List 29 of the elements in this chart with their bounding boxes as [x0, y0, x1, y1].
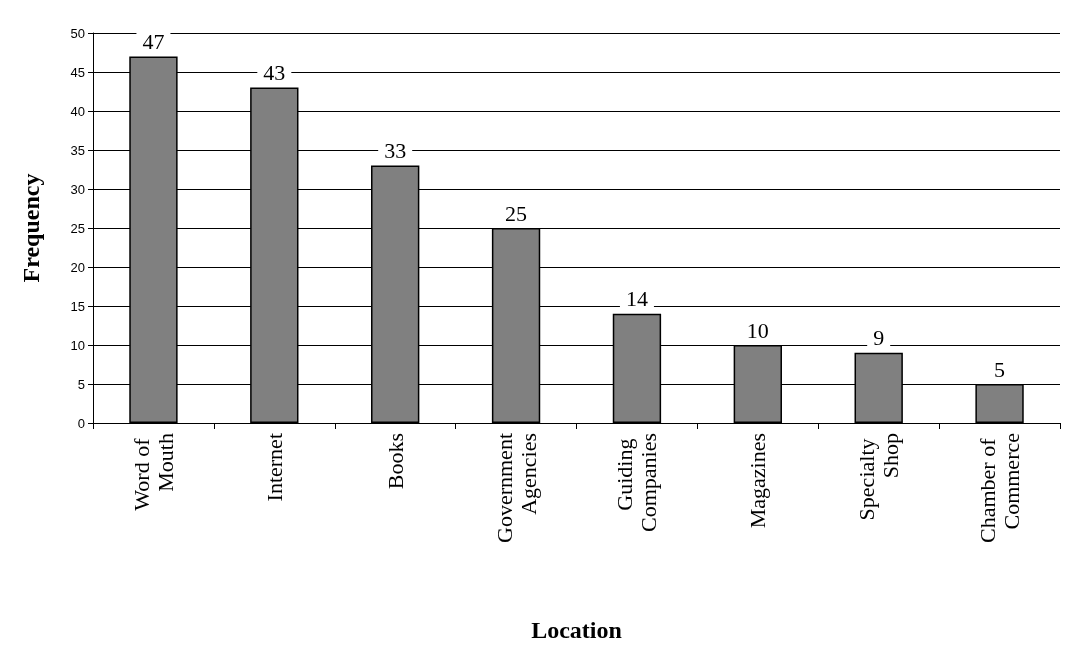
x-tick-label: Word of Mouth: [128, 433, 178, 511]
x-tick-label: Guiding Companies: [612, 433, 662, 532]
y-tick-label: 5: [77, 376, 85, 392]
x-tick-label: Chamber of Commerce: [975, 433, 1025, 543]
y-tick-label: 45: [70, 64, 85, 80]
y-tick-label: 25: [70, 220, 85, 236]
y-tick-label: 40: [70, 103, 85, 119]
y-tick-label: 30: [70, 181, 85, 197]
y-axis-title: Frequency: [18, 173, 44, 283]
y-tick-label: 15: [70, 298, 85, 314]
y-tick-label: 50: [70, 25, 85, 41]
data-label: 14: [625, 286, 648, 312]
y-tick-label: 20: [70, 259, 85, 275]
data-label: 9: [873, 325, 885, 351]
y-tick-label: 0: [77, 415, 85, 431]
data-label: 5: [994, 356, 1006, 382]
data-label: 25: [505, 200, 528, 226]
x-tick-label: Internet: [261, 433, 287, 502]
data-label: 33: [384, 138, 407, 164]
y-tick-label: 35: [70, 142, 85, 158]
x-tick-label: Government Agencies: [491, 433, 541, 543]
x-axis-title: Location: [531, 617, 622, 643]
x-tick-label: Books: [382, 433, 408, 490]
x-tick-label: Specialty Shop: [854, 433, 904, 521]
x-tick-label: Magazines: [745, 433, 771, 529]
data-label: 10: [746, 317, 769, 343]
data-label: 43: [263, 60, 286, 86]
data-label: 47: [142, 28, 165, 54]
y-tick-label: 10: [70, 337, 85, 353]
